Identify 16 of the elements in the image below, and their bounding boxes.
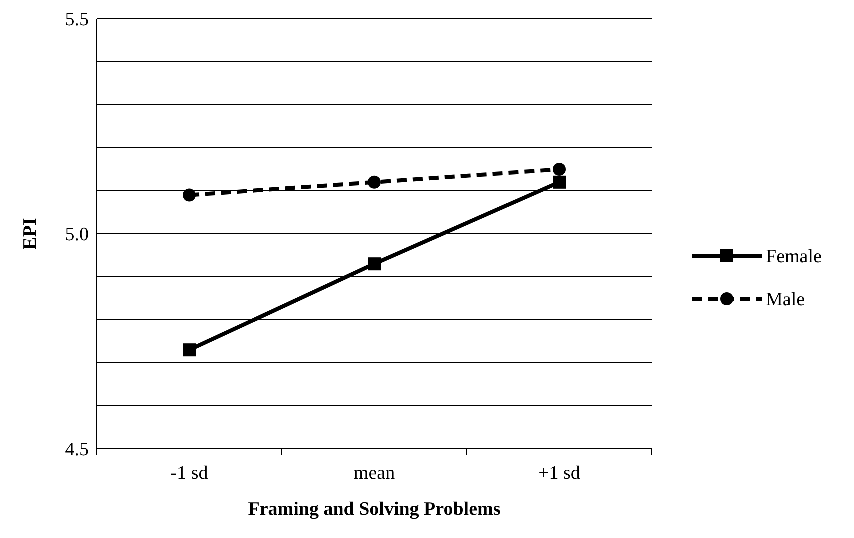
y-tick-label: 5.5 — [65, 10, 89, 31]
y-tick-label: 5.0 — [65, 224, 89, 246]
y-tick-label: 4.5 — [65, 440, 89, 461]
point — [553, 163, 566, 176]
point — [368, 176, 381, 189]
point — [183, 188, 196, 202]
x-tick-label: -1 sd — [170, 463, 209, 484]
legend-label: Male — [766, 290, 806, 311]
x-axis-title: Framing and Solving Problems — [248, 499, 501, 520]
point — [553, 176, 566, 189]
point — [183, 344, 196, 357]
x-tick-label: +1 sd — [538, 463, 581, 484]
y-axis-title: EPI — [20, 218, 41, 250]
point — [368, 258, 381, 271]
legend-label: Female — [766, 246, 822, 268]
x-tick-label: mean — [354, 463, 396, 484]
